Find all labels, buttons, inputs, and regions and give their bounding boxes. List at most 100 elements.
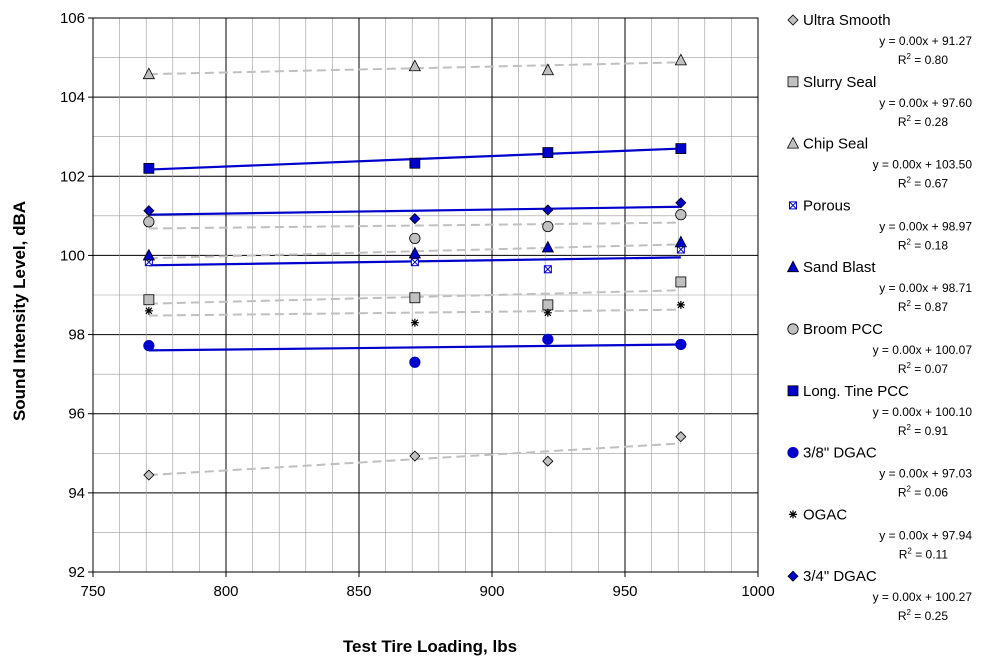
data-point [675,209,687,221]
legend-entry-label: Porous [803,197,851,214]
data-point [143,294,155,306]
data-point [541,240,555,253]
trendline-equation: y = 0.00x + 103.50 [873,158,973,172]
r-squared-label: R2 = 0.91 [898,423,948,438]
data-point [410,318,419,327]
trendline-equation: y = 0.00x + 97.60 [879,96,972,110]
legend-entry-label: Long. Tine PCC [803,383,909,400]
legend: Ultra Smooth y = 0.00x + 91.27 R2 = 0.80 Sl… [786,12,973,623]
data-point [542,299,554,311]
data-point [409,356,421,368]
r-squared-label: R2 = 0.28 [898,114,948,129]
data-point [541,63,555,76]
data-point [674,235,688,248]
data-point [675,276,687,288]
legend-marker [789,510,797,519]
data-point [143,205,155,217]
trendline-equation: y = 0.00x + 100.07 [873,343,973,357]
data-point [144,306,153,315]
data-point [409,450,421,462]
y-tick-label: 92 [68,564,85,581]
data-point [542,455,554,467]
data-point [675,431,687,443]
data-point [142,248,156,261]
legend-marker [786,136,800,149]
data-point [676,300,685,309]
data-point [409,213,421,225]
legend-marker [787,76,799,88]
data-point [542,204,554,216]
r-squared-label: R2 = 0.07 [898,361,948,376]
trendline-equation: y = 0.00x + 100.10 [873,405,973,419]
data-point [408,59,422,72]
data-point [674,53,688,66]
r-squared-label: R2 = 0.25 [898,608,948,623]
legend-entry-label: Sand Blast [803,259,876,276]
data-point [408,246,422,259]
trendline [148,205,681,216]
data-point [409,232,421,245]
plot-area-frame [92,17,759,573]
data-point [142,67,156,80]
legend-marker [787,14,799,26]
trendline-equation: y = 0.00x + 91.27 [879,34,972,48]
legend-marker [789,201,797,210]
y-axis-ticks: 92 94 96 98 100 102 104 106 [60,10,93,581]
trendline-equation: y = 0.00x + 98.71 [879,281,972,295]
data-point [543,265,552,274]
x-tick-label: 900 [479,583,504,600]
x-tick-label: 1000 [741,583,774,600]
r-squared-label: R2 = 0.11 [899,546,949,561]
data-point [409,292,421,304]
y-tick-label: 94 [68,485,85,502]
trendline [148,308,681,317]
trendline [148,221,681,230]
y-tick-label: 102 [60,168,85,185]
legend-entry-label: Slurry Seal [803,74,876,91]
y-tick-label: 100 [60,247,85,264]
x-axis-ticks: 750 800 850 900 950 1000 [80,572,775,600]
x-tick-label: 750 [80,583,105,600]
data-point [542,333,554,345]
data-point [675,143,687,154]
legend-entry-label: Broom PCC [803,321,883,338]
y-tick-label: 104 [60,89,85,106]
x-axis-title: Test Tire Loading, lbs [343,637,517,656]
trendline-equation: y = 0.00x + 97.94 [879,528,972,542]
legend-marker [787,385,799,397]
data-point [409,157,421,169]
legend-marker [787,446,799,459]
data-point [143,340,155,352]
r-squared-label: R2 = 0.06 [898,485,948,500]
data-point [675,338,687,351]
legend-marker [787,323,799,335]
legend-marker [787,570,799,582]
data-point [143,469,155,481]
data-points [142,53,688,481]
data-point [542,147,554,158]
r-squared-label: R2 = 0.87 [898,299,948,314]
r-squared-label: R2 = 0.67 [898,176,948,191]
trendline-equation: y = 0.00x + 100.27 [873,590,973,604]
data-point [543,308,552,317]
r-squared-label: R2 = 0.18 [898,237,948,252]
x-tick-label: 800 [213,583,238,600]
data-point [542,220,554,233]
x-tick-label: 950 [612,583,637,600]
trendline-equation: y = 0.00x + 97.03 [879,467,972,481]
legend-entry-label: Chip Seal [803,136,868,153]
legend-marker [786,260,800,273]
data-point [675,197,687,209]
legend-entry-label: 3/4" DGAC [803,568,877,585]
data-point [143,216,155,228]
trendline [148,343,681,352]
y-axis-title: Sound Intensity Level, dBA [10,201,29,421]
data-point [410,258,419,267]
data-point [143,162,155,174]
y-tick-label: 106 [60,10,85,27]
legend-entry-label: OGAC [803,506,847,523]
trendline-equation: y = 0.00x + 98.97 [879,219,972,233]
r-squared-label: R2 = 0.80 [898,52,948,67]
